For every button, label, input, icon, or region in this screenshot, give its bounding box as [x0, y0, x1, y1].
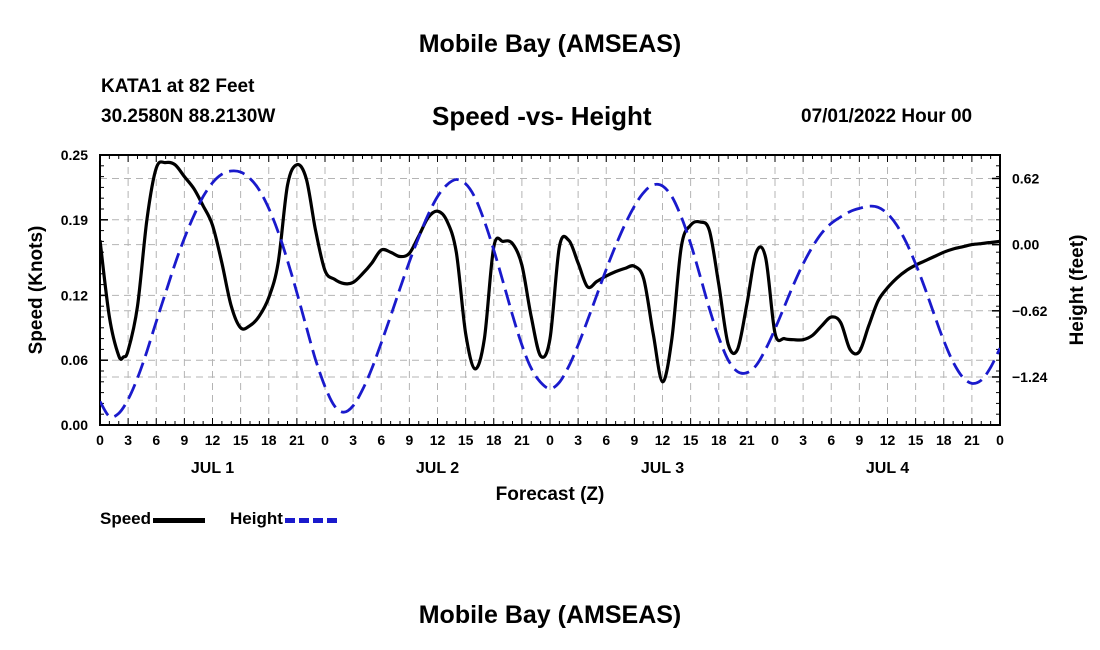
x-tick-label: 0	[96, 432, 104, 448]
x-tick-label: 15	[683, 432, 699, 448]
chart-subtitle: Speed -vs- Height	[432, 101, 652, 131]
y-right-tick-label: 0.00	[1012, 237, 1039, 253]
series-line-height	[100, 169, 1000, 419]
x-tick-label: 15	[908, 432, 924, 448]
x-tick-label: 9	[405, 432, 413, 448]
x-tick-label: 21	[964, 432, 980, 448]
chart-main-title: Mobile Bay (AMSEAS)	[418, 30, 682, 58]
y-right-tick-label: −1.24	[1012, 369, 1048, 385]
legend-label-speed: Speed	[100, 509, 152, 528]
y-left-tick-label: 0.25	[61, 147, 88, 163]
x-tick-label: 0	[321, 432, 329, 448]
station-coordinates: 30.2580N 88.2130W	[101, 106, 276, 127]
speed-height-chart: 0 3 6 9 12 15 18 21 0 3 6 9 12 15 18 21 0 3 6 9 12 15 18 21 0 3 6 9…	[26, 147, 1088, 505]
y-left-tick-label: 0.06	[61, 352, 88, 368]
date-label: JUL 2	[416, 460, 459, 477]
x-tick-label: 21	[289, 432, 305, 448]
x-tick-label: 18	[486, 432, 502, 448]
y-left-tick-label: 0.00	[61, 417, 88, 433]
legend-swatch-speed	[153, 517, 206, 523]
series-line-speed	[100, 160, 1000, 384]
x-tick-label: 3	[349, 432, 357, 448]
x-tick-label: 9	[180, 432, 188, 448]
y-left-axis-title: Speed (Knots)	[26, 226, 47, 355]
date-label: JUL 4	[866, 460, 909, 477]
y-right-tick-label: 0.62	[1012, 170, 1039, 186]
legend-swatch-height	[284, 517, 337, 523]
x-tick-label: 6	[152, 432, 160, 448]
date-label: JUL 3	[641, 460, 684, 477]
legend-item-height: Height	[230, 509, 337, 529]
y-right-axis-title: Height (feet)	[1067, 235, 1088, 346]
x-tick-label: 18	[936, 432, 952, 448]
x-tick-label: 21	[514, 432, 530, 448]
x-tick-label: 6	[377, 432, 385, 448]
x-tick-label: 15	[458, 432, 474, 448]
x-tick-label: 12	[655, 432, 671, 448]
forecast-run-time: 07/01/2022 Hour 00	[801, 106, 973, 127]
date-label: JUL 1	[191, 460, 234, 477]
y-left-tick-label: 0.19	[61, 212, 88, 228]
x-tick-label: 12	[205, 432, 221, 448]
x-tick-label: 6	[602, 432, 610, 448]
x-tick-label: 0	[771, 432, 779, 448]
x-tick-label: 18	[711, 432, 727, 448]
station-name: KATA1 at 82 Feet	[101, 76, 255, 97]
legend-item-speed: Speed	[100, 509, 206, 529]
x-tick-label: 3	[574, 432, 582, 448]
x-tick-label: 6	[827, 432, 835, 448]
x-tick-label: 3	[124, 432, 132, 448]
y-right-tick-label: −0.62	[1012, 303, 1048, 319]
x-tick-label: 21	[739, 432, 755, 448]
x-tick-label: 0	[546, 432, 554, 448]
x-tick-label: 12	[430, 432, 446, 448]
x-tick-label: 12	[880, 432, 896, 448]
x-tick-label: 0	[996, 432, 1004, 448]
x-tick-label: 3	[799, 432, 807, 448]
x-tick-label: 9	[630, 432, 638, 448]
x-tick-label: 9	[855, 432, 863, 448]
x-axis-title: Forecast (Z)	[496, 484, 605, 505]
legend-label-height: Height	[230, 509, 283, 528]
plot-frame	[99, 154, 1001, 426]
y-left-tick-label: 0.12	[61, 287, 88, 303]
x-tick-label: 18	[261, 432, 277, 448]
x-tick-label: 15	[233, 432, 249, 448]
footer-title: Mobile Bay (AMSEAS)	[418, 601, 682, 629]
